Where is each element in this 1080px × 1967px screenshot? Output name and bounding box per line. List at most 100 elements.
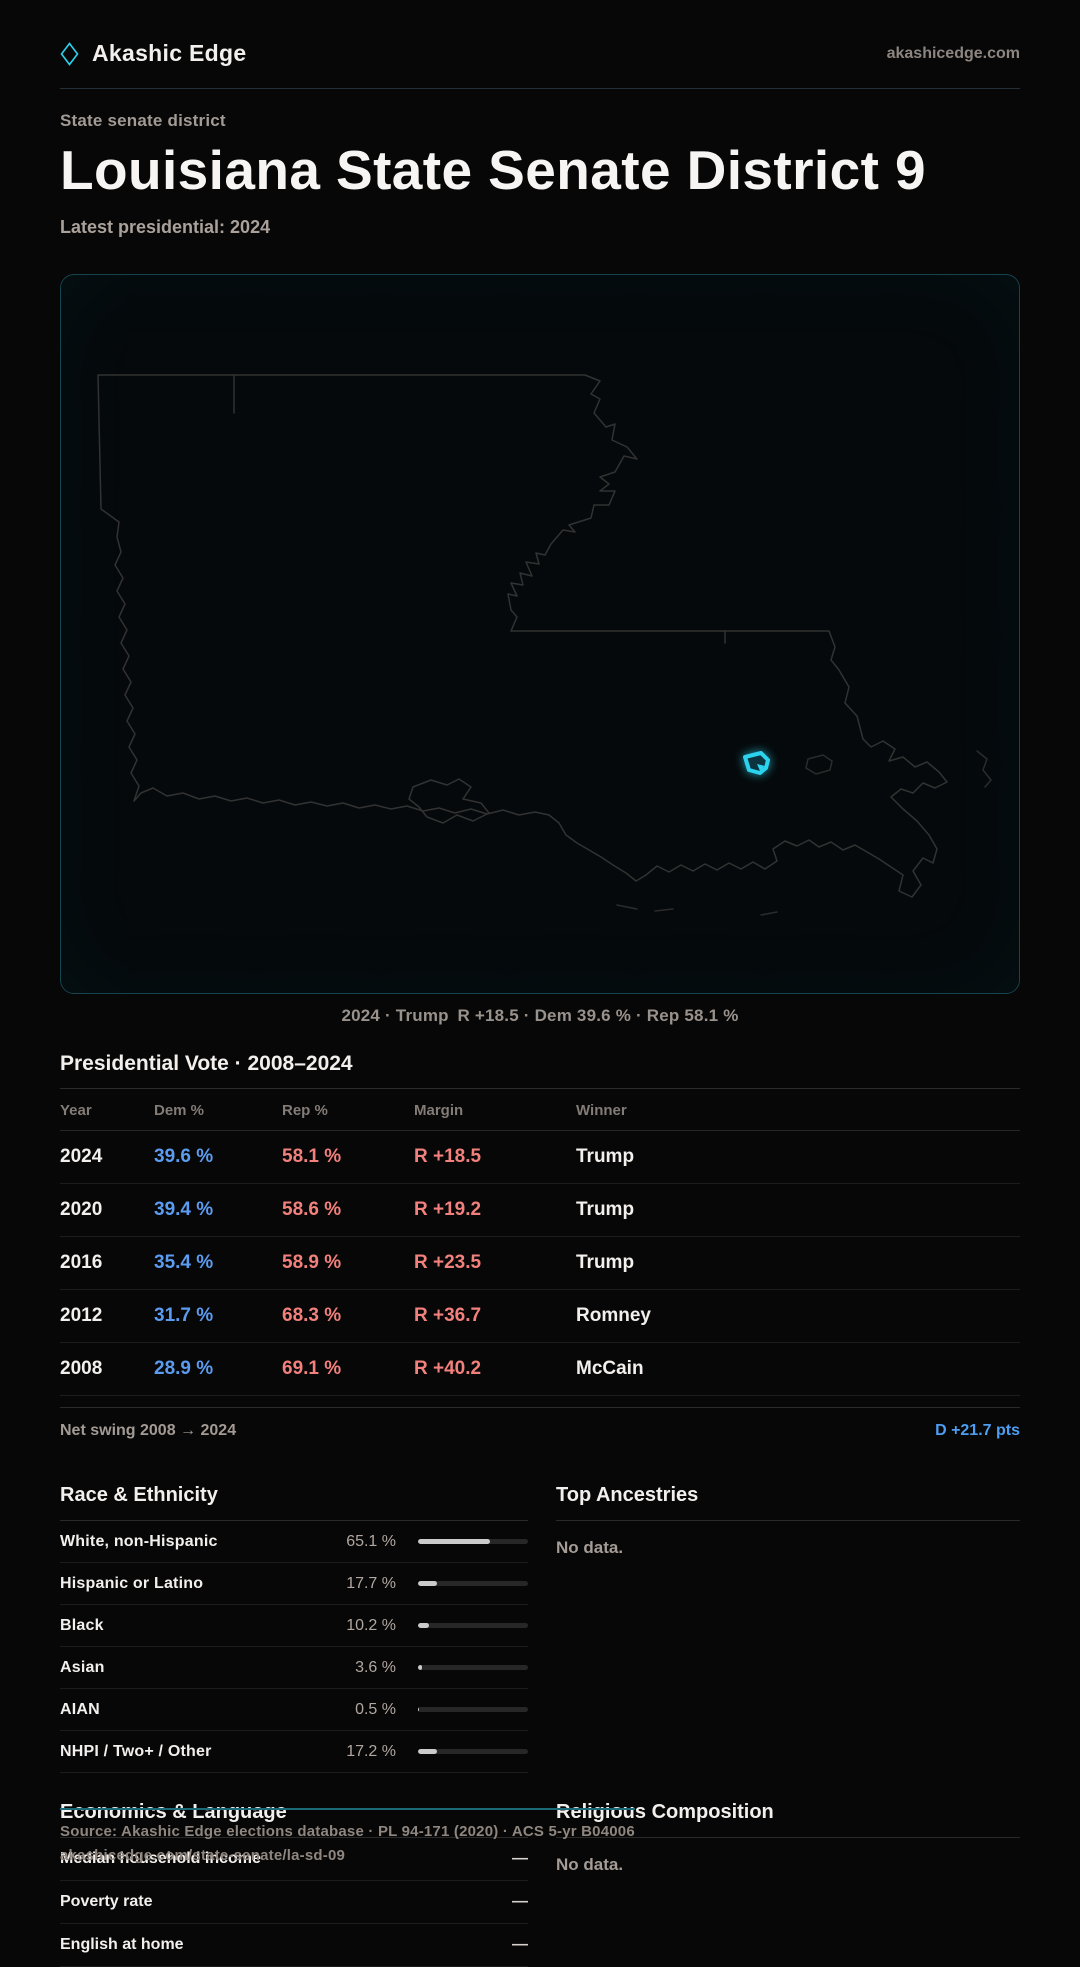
cell-margin: R +36.7 [414,1305,482,1327]
race-bar-track [418,1623,528,1629]
cell-rep: 58.9 % [282,1252,342,1274]
economics-row: Median household income — [60,1838,528,1882]
race-bar-fill [418,1707,419,1713]
cell-rep: 58.6 % [282,1199,342,1221]
cell-margin: R +18.5 [414,1146,482,1168]
religion-section-title: Religious Composition [556,1801,1020,1839]
race-label: Hispanic or Latino [60,1574,204,1592]
col-header-year: Year [60,1102,92,1120]
cell-winner: Trump [576,1252,635,1274]
economics-section: Economics & Language Median household in… [60,1801,528,1967]
parish-fragment [805,754,833,775]
race-ethnicity-section: Race & Ethnicity White, non-Hispanic 65.… [60,1484,528,1774]
table-row: 2008 28.9 % 69.1 % R +40.2 McCain [60,1343,1020,1397]
race-bar-track [418,1539,528,1545]
race-section-title: Race & Ethnicity [60,1484,528,1522]
economics-label: Median household income [60,1850,261,1868]
race-value: 65.1 % [346,1532,396,1550]
district-type-kicker: State senate district [60,111,226,130]
race-value: 0.5 % [355,1700,396,1718]
cell-year: 2024 [60,1146,103,1168]
religion-empty-state: No data. [556,1855,624,1875]
religion-section: Religious Composition No data. [556,1801,1020,1967]
state-outline [97,374,948,898]
economics-section-title: Economics & Language [60,1801,528,1839]
race-label: Asian [60,1658,105,1676]
col-header-winner: Winner [576,1102,627,1120]
map-caption: 2024 · Trump R +18.5 · Dem 39.6 % · Rep … [341,1006,739,1026]
cell-rep: 58.1 % [282,1146,342,1168]
race-bar-track [418,1707,528,1713]
col-header-rep: Rep % [282,1102,328,1120]
race-bar-fill [418,1665,422,1671]
race-bar-fill [418,1539,490,1545]
cell-winner: Romney [576,1305,651,1327]
economics-value: — [512,1893,528,1911]
district-map[interactable] [60,274,1020,995]
race-row: AIAN 0.5 % [60,1689,528,1732]
race-bar-fill [418,1581,438,1587]
race-value: 10.2 % [346,1616,396,1634]
pres-vote-section-title: Presidential Vote · 2008–2024 [60,1052,353,1076]
offshore-arc [976,750,992,788]
cell-margin: R +19.2 [414,1199,482,1221]
table-row: 2012 31.7 % 68.3 % R +36.7 Romney [60,1290,1020,1344]
net-swing-row: Net swing 2008 → 2024 D +21.7 pts [60,1407,1020,1454]
race-label: AIAN [60,1700,100,1718]
cell-dem: 39.4 % [154,1199,214,1221]
race-label: Black [60,1616,104,1634]
cell-year: 2008 [60,1358,103,1380]
cell-dem: 31.7 % [154,1305,214,1327]
cell-margin: R +23.5 [414,1252,482,1274]
col-header-margin: Margin [414,1102,464,1120]
net-swing-label: Net swing 2008 → 2024 [60,1422,237,1440]
page-title: Louisiana State Senate District 9 [60,139,926,201]
cell-year: 2020 [60,1199,103,1221]
net-swing-value: D +21.7 pts [935,1422,1020,1440]
race-value: 17.2 % [346,1742,396,1760]
cell-year: 2016 [60,1252,103,1274]
race-bar-track [418,1581,528,1587]
race-row: NHPI / Two+ / Other 17.2 % [60,1731,528,1774]
race-row: Hispanic or Latino 17.7 % [60,1563,528,1606]
race-bar-fill [418,1623,430,1629]
table-header-row: Year Dem % Rep % Margin Winner [60,1089,1020,1132]
race-bar-track [418,1665,528,1671]
brand-name: Akashic Edge [92,40,247,66]
table-row: 2024 39.6 % 58.1 % R +18.5 Trump [60,1131,1020,1185]
cell-dem: 28.9 % [154,1358,214,1380]
cell-winner: Trump [576,1199,635,1221]
race-bar-track [418,1749,528,1755]
race-row: Black 10.2 % [60,1605,528,1648]
race-value: 3.6 % [355,1658,396,1676]
latest-presidential-label: Latest presidential: 2024 [60,217,271,238]
economics-label: English at home [60,1936,184,1954]
ancestries-section-title: Top Ancestries [556,1484,1020,1522]
cell-dem: 39.6 % [154,1146,214,1168]
district-highlight[interactable] [743,751,770,776]
top-ancestries-section: Top Ancestries No data. [556,1484,1020,1773]
cell-winner: Trump [576,1146,635,1168]
pres-vote-table: Year Dem % Rep % Margin Winner 2024 39.6… [60,1088,1020,1397]
race-bar-fill [418,1749,437,1755]
race-label: NHPI / Two+ / Other [60,1742,212,1760]
race-row: Asian 3.6 % [60,1647,528,1690]
cell-margin: R +40.2 [414,1358,482,1380]
top-bar: Akashic Edge akashicedge.com [60,0,1020,89]
economics-value: — [512,1850,528,1868]
race-label: White, non-Hispanic [60,1532,218,1550]
ancestries-empty-state: No data. [556,1538,624,1558]
race-value: 17.7 % [346,1574,396,1592]
brand[interactable]: Akashic Edge [60,40,246,67]
economics-row: Poverty rate — [60,1881,528,1925]
col-header-dem: Dem % [154,1102,205,1120]
cell-rep: 69.1 % [282,1358,342,1380]
louisiana-map-canvas [97,374,992,916]
table-row: 2020 39.4 % 58.6 % R +19.2 Trump [60,1184,1020,1238]
cell-winner: McCain [576,1358,644,1380]
diamond-logo-icon [60,41,79,66]
cell-dem: 35.4 % [154,1252,214,1274]
race-row: White, non-Hispanic 65.1 % [60,1521,528,1564]
economics-row: English at home — [60,1924,528,1967]
site-domain-link[interactable]: akashicedge.com [886,44,1020,62]
